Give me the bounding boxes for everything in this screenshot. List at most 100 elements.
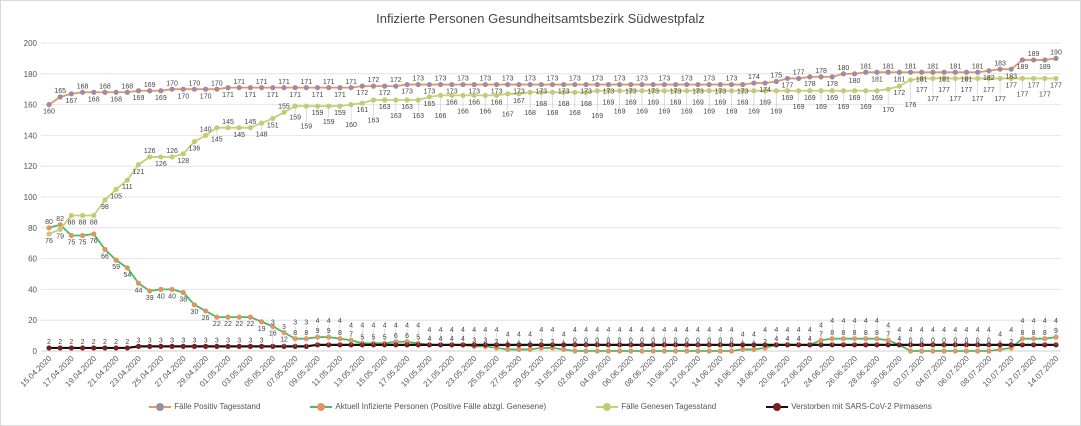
data-label: 169: [726, 108, 738, 115]
data-point: [102, 246, 108, 252]
data-label: 4: [774, 336, 778, 343]
data-point: [214, 86, 220, 92]
data-label: 16: [269, 330, 277, 337]
data-point: [124, 345, 130, 351]
data-point: [258, 343, 265, 349]
data-label: 177: [1028, 83, 1040, 90]
data-label: 4: [976, 327, 980, 334]
data-label: 4: [965, 327, 969, 334]
data-point: [650, 81, 656, 88]
data-label: 181: [882, 63, 894, 70]
data-label: 30: [191, 309, 199, 316]
data-label: 159: [289, 115, 301, 122]
data-label: 4: [786, 327, 790, 334]
data-label: 169: [144, 82, 156, 89]
data-point: [538, 81, 544, 88]
data-label: 177: [961, 87, 973, 94]
data-label: 2: [92, 339, 96, 346]
data-label: 66: [101, 253, 109, 260]
data-point: [829, 74, 835, 80]
data-label: 22: [213, 321, 221, 328]
data-label: 44: [135, 287, 143, 294]
data-label: 145: [245, 119, 257, 126]
data-point: [135, 280, 142, 286]
data-label: 168: [77, 83, 89, 90]
data-label: 82: [56, 216, 64, 223]
data-label: 173: [569, 76, 581, 83]
data-label: 173: [412, 76, 424, 83]
data-label: 180: [838, 65, 850, 72]
data-point: [236, 125, 242, 131]
data-point: [807, 88, 813, 94]
data-point: [169, 343, 175, 349]
data-point: [337, 103, 343, 109]
data-point: [505, 346, 511, 353]
data-point: [303, 85, 309, 91]
y-tick-label: 60: [28, 255, 37, 264]
data-label: 22: [235, 321, 243, 328]
data-label: 1: [752, 341, 756, 348]
data-label: 173: [502, 76, 514, 83]
data-point: [919, 69, 925, 75]
data-label: 128: [177, 158, 189, 165]
legend-item: Aktuell Infizierte Personen (Positive Fä…: [310, 402, 546, 411]
data-label: 171: [245, 92, 257, 99]
data-label: 151: [267, 123, 279, 130]
data-point: [68, 345, 74, 351]
data-label: 181: [871, 76, 883, 83]
data-label: 173: [513, 89, 525, 96]
data-point: [896, 69, 902, 75]
data-label: 163: [401, 104, 413, 111]
data-label: 166: [457, 108, 469, 115]
data-point: [236, 85, 242, 91]
data-point: [225, 343, 231, 349]
data-label: 4: [461, 336, 465, 343]
data-label: 8: [830, 330, 834, 337]
data-label: 3: [170, 337, 174, 344]
data-label: 171: [222, 92, 234, 99]
data-point: [404, 97, 410, 103]
data-point: [561, 81, 567, 88]
data-label: 171: [312, 92, 324, 99]
data-label: 181: [927, 63, 939, 70]
data-label: 9: [316, 328, 320, 335]
data-point: [91, 345, 97, 351]
data-label: 169: [155, 95, 167, 102]
data-label: 169: [804, 95, 816, 102]
data-label: 168: [99, 83, 111, 90]
data-label: 4: [931, 327, 935, 334]
data-label: 174: [748, 74, 760, 81]
data-point: [471, 81, 477, 88]
data-label: 167: [66, 98, 78, 105]
data-point: [169, 86, 175, 92]
data-point: [247, 314, 253, 320]
data-label: 159: [323, 119, 335, 126]
data-point: [236, 343, 242, 349]
data-label: 4: [495, 327, 499, 334]
data-label: 0: [573, 338, 577, 345]
data-label: 2: [495, 339, 499, 346]
data-label: 2: [69, 339, 73, 346]
data-label: 4: [472, 327, 476, 334]
data-point: [270, 115, 276, 122]
data-label: 80: [45, 219, 53, 226]
data-label: 177: [1039, 92, 1051, 99]
data-point: [370, 83, 377, 89]
data-point: [79, 232, 86, 239]
data-label: 172: [368, 77, 380, 84]
data-label: 189: [1039, 64, 1051, 71]
data-label: 173: [424, 89, 436, 96]
data-label: 4: [551, 327, 555, 334]
data-label: 167: [513, 98, 525, 105]
data-label: 59: [112, 264, 120, 271]
data-label: 0: [909, 338, 913, 345]
data-point: [91, 231, 97, 237]
data-label: 163: [390, 113, 402, 120]
data-label: 159: [334, 110, 346, 117]
data-point: [46, 345, 52, 351]
data-label: 4: [483, 327, 487, 334]
data-point: [684, 81, 690, 88]
data-label: 168: [524, 110, 536, 117]
data-label: 4: [349, 322, 353, 329]
data-point: [124, 265, 130, 271]
